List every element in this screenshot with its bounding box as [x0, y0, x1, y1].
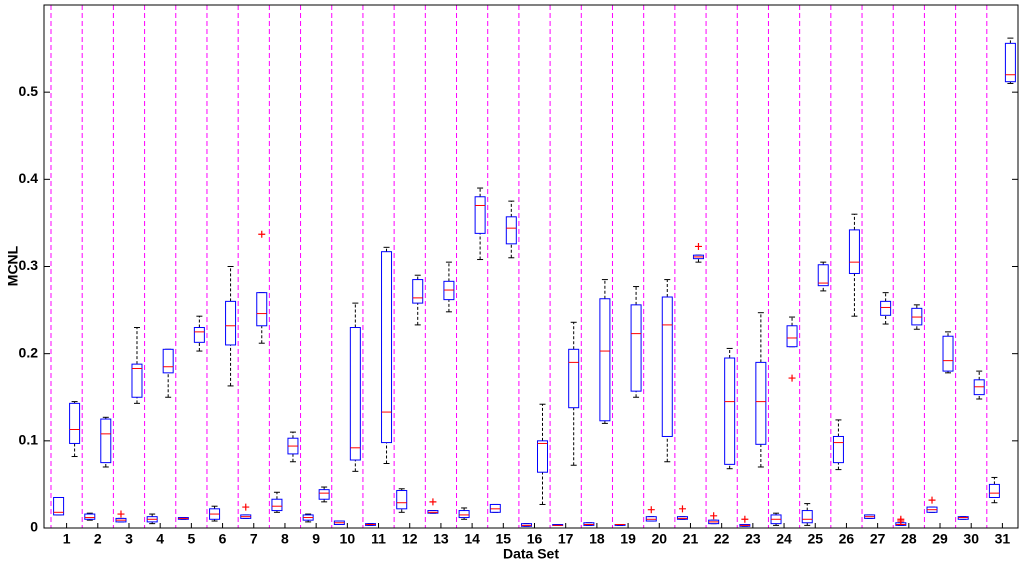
x-tick-label: 4 [156, 531, 164, 547]
box [396, 490, 408, 510]
x-tick-label: 13 [433, 531, 449, 547]
box [1004, 42, 1016, 83]
box [848, 229, 860, 274]
x-tick-label: 28 [901, 531, 917, 547]
outlier [928, 496, 936, 504]
box [801, 510, 813, 524]
x-tick-label: 29 [932, 531, 948, 547]
outlier [242, 503, 250, 511]
x-tick-label: 7 [250, 531, 258, 547]
x-tick-label: 23 [745, 531, 761, 547]
y-tick-label: 0.3 [19, 257, 39, 273]
outlier [258, 230, 266, 238]
outlier [429, 498, 437, 506]
x-tick-label: 19 [620, 531, 636, 547]
y-tick-label: 0.4 [19, 170, 39, 186]
x-tick-label: 12 [402, 531, 418, 547]
box [193, 327, 205, 343]
x-tick-label: 15 [496, 531, 512, 547]
box [817, 264, 829, 287]
outlier [741, 515, 749, 523]
box [131, 363, 143, 398]
x-tick-label: 31 [995, 531, 1011, 547]
box [162, 348, 174, 374]
x-tick-label: 21 [683, 531, 699, 547]
box [988, 483, 1000, 498]
x-tick-label: 1 [63, 531, 71, 547]
box [537, 440, 548, 473]
x-tick-label: 25 [807, 531, 823, 547]
box [381, 251, 393, 444]
x-tick-label: 8 [281, 531, 289, 547]
box [942, 335, 954, 372]
box [69, 402, 81, 444]
y-tick-label: 0 [30, 519, 38, 535]
x-tick-label: 26 [839, 531, 855, 547]
box [225, 300, 237, 346]
box [832, 435, 844, 464]
box [458, 510, 470, 519]
box [630, 304, 642, 392]
outlier [897, 515, 905, 523]
box [349, 327, 361, 461]
x-tick-label: 24 [776, 531, 792, 547]
box [880, 300, 892, 316]
x-tick-label: 20 [651, 531, 667, 547]
x-tick-label: 14 [464, 531, 480, 547]
box [786, 325, 798, 348]
x-tick-label: 18 [589, 531, 605, 547]
outlier [710, 512, 718, 520]
box [84, 513, 96, 520]
x-tick-label: 6 [219, 531, 227, 547]
outlier [678, 505, 686, 513]
y-tick-label: 0.2 [19, 344, 39, 360]
x-tick-label: 22 [714, 531, 730, 547]
box [568, 348, 580, 409]
x-tick-label: 10 [340, 531, 356, 547]
x-tick-label: 9 [312, 531, 320, 547]
box [755, 361, 767, 445]
box [599, 298, 611, 422]
x-tick-label: 11 [371, 531, 386, 547]
plot-frame [43, 4, 1019, 529]
outlier [788, 374, 796, 382]
box [53, 496, 65, 516]
outlier [647, 506, 655, 514]
x-tick-label: 16 [527, 531, 543, 547]
box [100, 418, 112, 464]
box [256, 292, 268, 327]
y-tick-label: 0.5 [19, 83, 39, 99]
x-tick-label: 3 [125, 531, 133, 547]
outlier [117, 510, 125, 518]
y-tick-label: 0.1 [19, 432, 39, 448]
x-tick-label: 27 [870, 531, 886, 547]
outlier [694, 242, 702, 250]
box [318, 489, 330, 500]
box [724, 357, 736, 465]
x-tick-label: 5 [187, 531, 195, 547]
x-tick-label: 30 [963, 531, 979, 547]
x-tick-label: 2 [94, 531, 102, 547]
x-axis-label: Data Set [503, 546, 559, 562]
y-axis-label: MCNL [5, 245, 21, 286]
x-tick-label: 17 [558, 531, 574, 547]
box [271, 498, 283, 512]
box [412, 279, 424, 304]
box [505, 216, 517, 245]
box [474, 196, 486, 234]
box [661, 296, 673, 437]
